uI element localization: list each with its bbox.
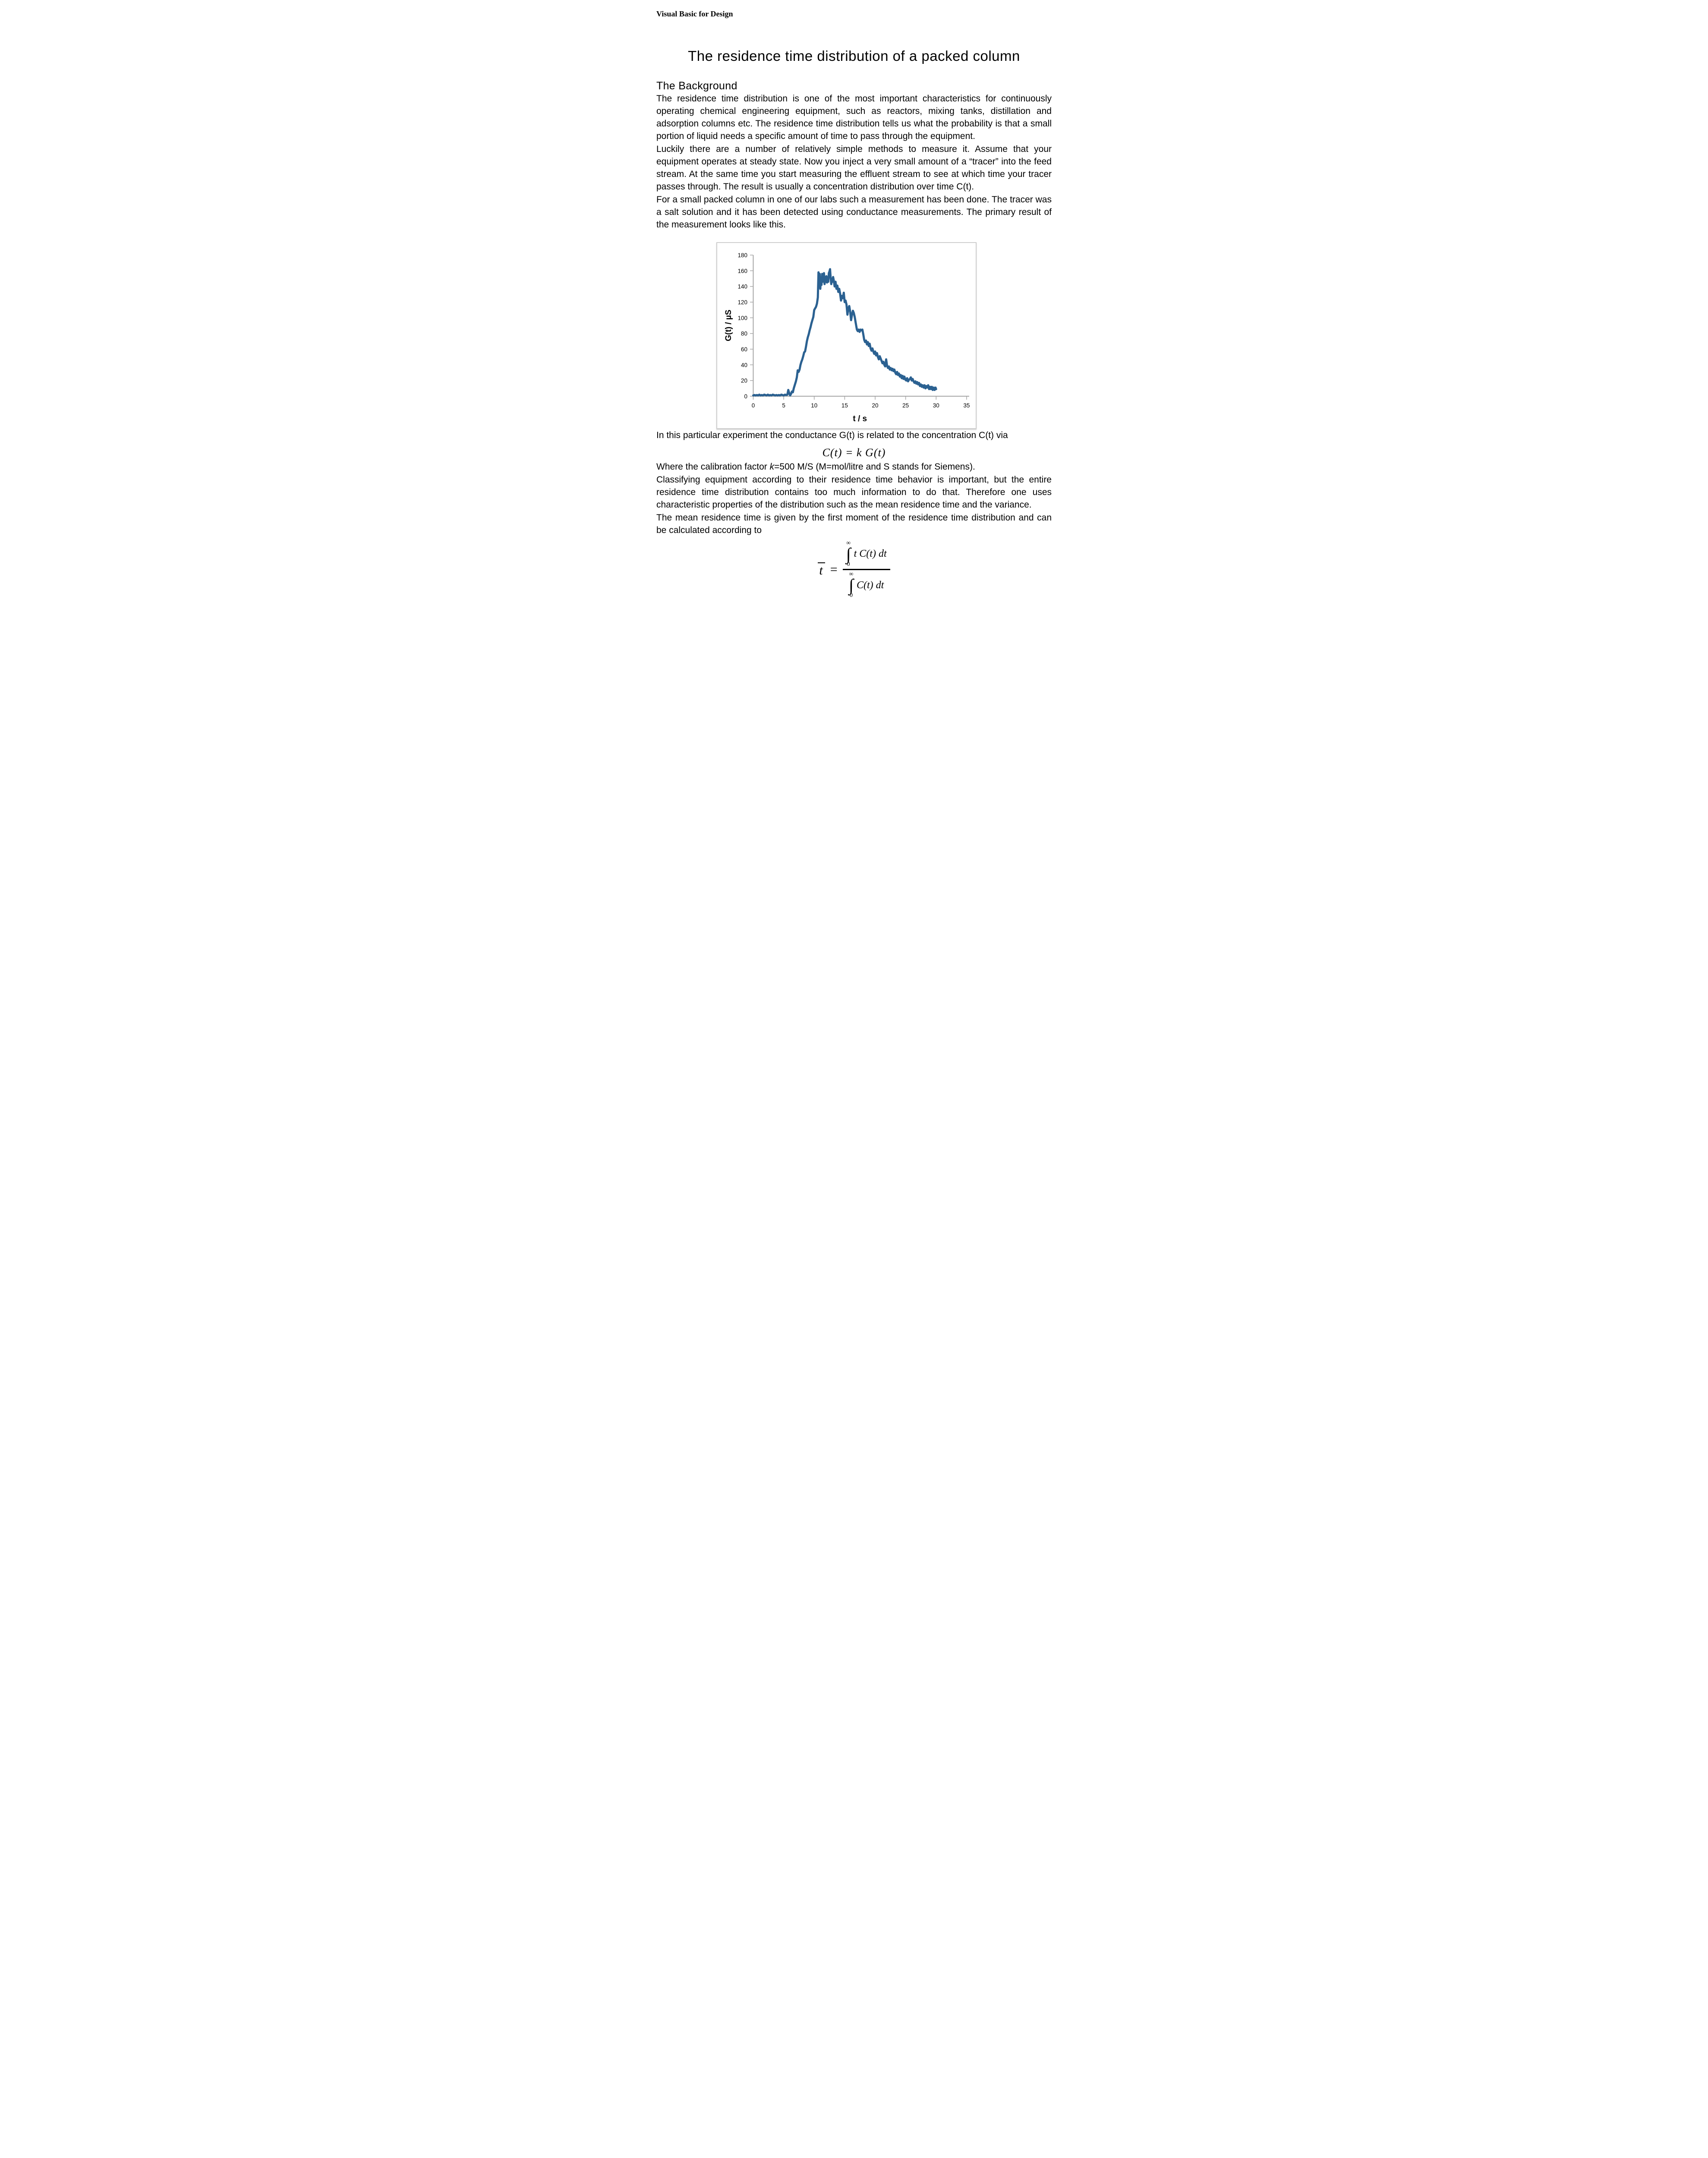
paragraph-methods: Luckily there are a number of relatively…	[656, 144, 1052, 192]
t-bar-symbol: t	[818, 562, 825, 577]
svg-text:20: 20	[872, 402, 879, 409]
lower-limit-zero: 0	[849, 592, 853, 599]
equals-sign: =	[830, 562, 838, 577]
fraction: ∞ ∫ 0 t C(t) dt ∞ ∫ 0 C(t) dt	[842, 539, 890, 600]
lower-limit-zero: 0	[847, 561, 850, 568]
calibration-factor-k: k	[769, 462, 775, 472]
svg-text:20: 20	[741, 378, 747, 384]
denominator-expression: C(t) dt	[856, 579, 884, 591]
numerator-integral: ∞ ∫ 0 t C(t) dt	[843, 539, 890, 569]
fraction-bar	[842, 569, 890, 571]
svg-text:60: 60	[741, 346, 747, 353]
chart-frame: 0 20 40 60 80 100 120 140 160 180 0 5 10 15 20 25 30 35 t …	[716, 242, 977, 429]
formula-mean-residence-time: t = ∞ ∫ 0 t C(t) dt ∞ ∫ 0	[656, 539, 1052, 600]
document-page: Visual Basic for Design The residence ti…	[640, 0, 1068, 656]
svg-text:140: 140	[737, 284, 747, 290]
svg-text:15: 15	[841, 402, 848, 409]
formula-concentration: C(t) = k G(t)	[822, 446, 886, 459]
svg-text:30: 30	[933, 402, 939, 409]
upper-limit-infinity: ∞	[846, 540, 851, 546]
paragraph-calibration: Where the calibration factor k=500 M/S (…	[656, 461, 1052, 473]
integral-with-limits: ∞ ∫ 0	[846, 540, 851, 568]
svg-text:160: 160	[737, 268, 747, 274]
svg-text:100: 100	[737, 315, 747, 321]
section-heading-background: The Background	[656, 80, 737, 92]
svg-text:40: 40	[741, 362, 747, 368]
svg-text:80: 80	[741, 331, 747, 337]
paragraph-experiment: For a small packed column in one of our …	[656, 195, 1052, 230]
svg-text:25: 25	[902, 402, 909, 409]
svg-text:G(t) / µS: G(t) / µS	[724, 309, 733, 341]
integral-sign: ∫	[848, 575, 854, 595]
denominator-integral: ∞ ∫ 0 C(t) dt	[845, 570, 887, 600]
svg-text:180: 180	[737, 252, 747, 259]
svg-text:0: 0	[744, 393, 747, 400]
paragraph-intro: The residence time distribution is one o…	[656, 94, 1052, 141]
paragraph-mean-residence: The mean residence time is given by the …	[656, 513, 1052, 535]
upper-limit-infinity: ∞	[849, 571, 854, 578]
svg-text:120: 120	[737, 299, 747, 306]
integral-sign: ∫	[846, 544, 851, 564]
svg-text:35: 35	[963, 402, 970, 409]
svg-text:5: 5	[782, 402, 785, 409]
paragraph-conductance-relation: In this particular experiment the conduc…	[656, 430, 1008, 440]
svg-text:t / s: t / s	[853, 414, 867, 423]
numerator-expression: t C(t) dt	[854, 548, 887, 560]
calibration-text-before: Where the calibration factor	[656, 462, 770, 472]
calibration-text-after: =500 M/S (M=mol/litre and S stands for S…	[774, 462, 975, 472]
page-title: The residence time distribution of a pac…	[688, 48, 1020, 64]
conductance-chart: 0 20 40 60 80 100 120 140 160 180 0 5 10 15 20 25 30 35 t …	[724, 252, 970, 423]
integral-with-limits: ∞ ∫ 0	[849, 571, 854, 599]
svg-text:0: 0	[752, 402, 755, 409]
paragraph-classifying: Classifying equipment according to their…	[656, 475, 1052, 510]
document-header: Visual Basic for Design	[656, 9, 733, 18]
svg-text:10: 10	[811, 402, 817, 409]
